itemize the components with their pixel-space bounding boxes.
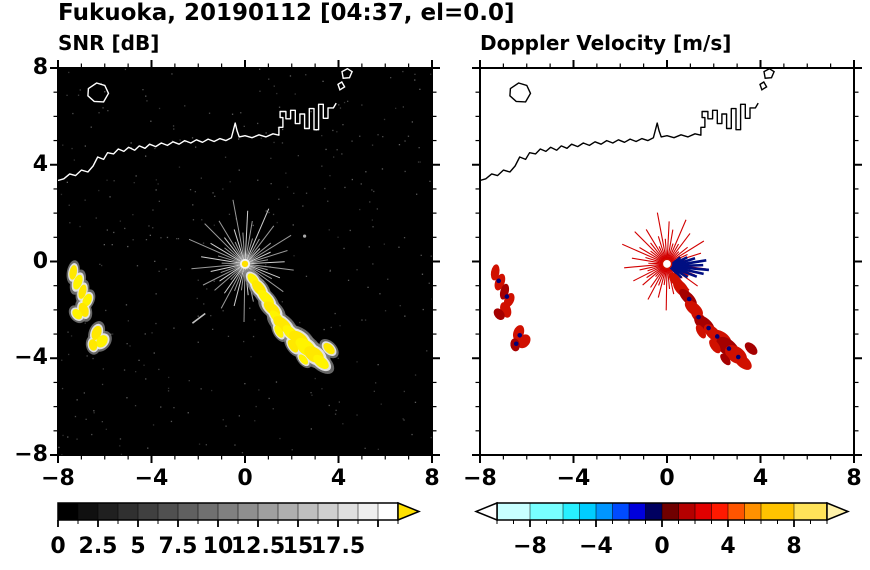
snr-plot [42,52,448,471]
y-tick-label: 0 [32,248,48,274]
snr-colorbar-label: 2.5 [78,534,118,559]
x-tick-label: 4 [330,466,347,491]
figure-title: Fukuoka, 20190112 [04:37, el=0.0] [58,0,515,26]
snr-plot-canvas [50,60,440,463]
doppler-colorbar-label: −8 [513,534,547,559]
snr-colorbar-label: 10 [202,534,234,559]
doppler-colorbar [460,498,870,538]
x-tick-label: −8 [463,466,497,491]
x-tick-label: 8 [424,466,440,491]
y-tick-label: 4 [32,151,48,177]
doppler-colorbar-canvas [474,501,850,527]
snr-colorbar-label: 17.5 [310,534,366,559]
snr-colorbar-canvas [57,501,421,527]
snr-colorbar-label: 5 [130,534,146,559]
snr-colorbar [40,498,440,538]
y-tick-label: −4 [14,345,48,371]
x-tick-label: −4 [134,466,169,491]
doppler-plot [464,52,870,471]
x-tick-label: −4 [556,466,591,491]
x-tick-label: 0 [237,466,253,491]
doppler-panel-title: Doppler Velocity [m/s] [480,31,732,55]
snr-colorbar-label: 0 [50,534,66,559]
x-tick-label: 0 [659,466,675,491]
doppler-colorbar-label: 8 [786,534,802,559]
snr-panel-title: SNR [dB] [58,31,160,55]
snr-colorbar-label: 7.5 [158,534,198,559]
y-tick-label: 8 [32,55,48,80]
doppler-colorbar-label: −4 [579,534,613,559]
doppler-colorbar-label: 4 [720,534,736,559]
x-tick-label: 8 [846,466,862,491]
x-tick-label: −8 [41,466,75,491]
snr-colorbar-label: 12.5 [230,534,286,559]
dop-plot-canvas [472,60,862,463]
y-tick-label: −8 [14,442,48,467]
x-tick-label: 4 [752,466,769,491]
snr-colorbar-label: 15 [282,534,314,559]
doppler-colorbar-label: 0 [654,534,670,559]
